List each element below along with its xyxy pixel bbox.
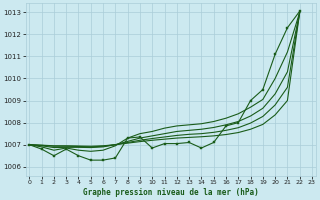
X-axis label: Graphe pression niveau de la mer (hPa): Graphe pression niveau de la mer (hPa) [83,188,259,197]
